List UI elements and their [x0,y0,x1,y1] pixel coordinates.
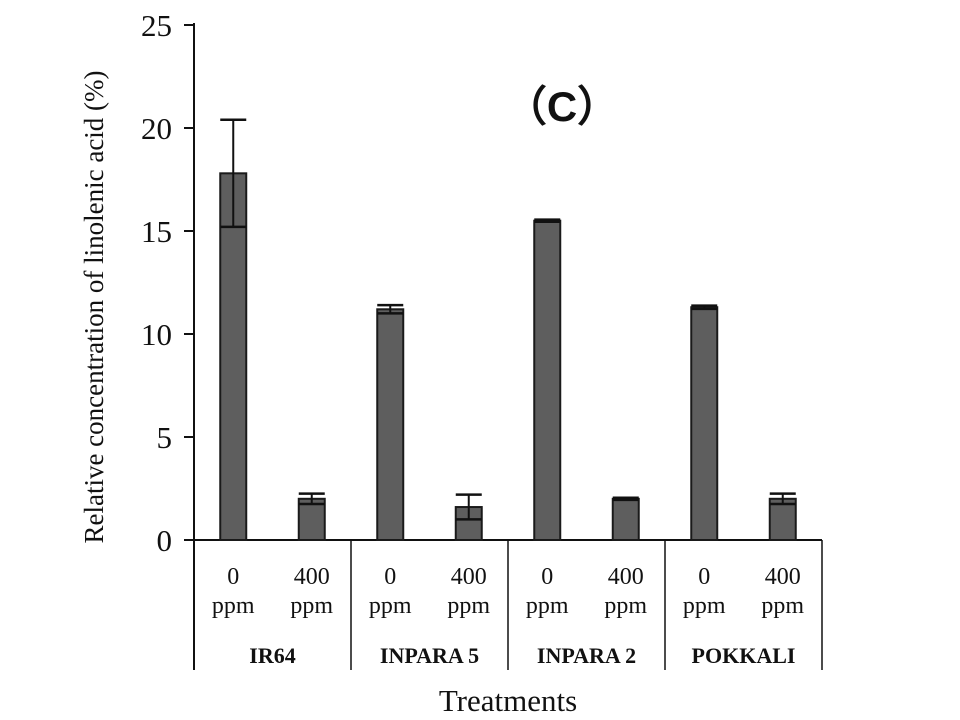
x-tick-label-dose: 400 [765,564,801,590]
x-group-label: INPARA 2 [537,643,636,668]
bar [768,497,797,541]
axes [184,23,823,670]
x-tick-label-dose: 400 [294,564,330,590]
y-axis-label: Relative concentration of linolenic acid… [79,70,109,543]
bar [611,497,640,541]
x-tick-label-unit: ppm [683,593,726,619]
error-bars [220,118,796,521]
y-tick-label: 10 [141,317,172,352]
x-tick-label-dose: 0 [541,564,553,590]
x-tick-label-unit: ppm [369,593,412,619]
x-tick-label-unit: ppm [761,593,804,619]
x-tick-label-unit: ppm [604,593,647,619]
bar [533,219,562,541]
panel-label: （C） [505,83,619,130]
bar [376,308,405,541]
y-tick-label: 25 [141,8,172,43]
x-group-label: POKKALI [692,643,796,668]
y-tick-label: 5 [157,420,173,455]
x-group-label: INPARA 5 [380,643,479,668]
x-tick-label-unit: ppm [526,593,569,619]
x-tick-label-dose: 0 [227,564,239,590]
x-tick-label-dose: 400 [608,564,644,590]
x-tick-label-dose: 0 [384,564,396,590]
x-tick-label-dose: 0 [698,564,710,590]
x-category-labels: 0 ppm 400 ppm 0 ppm 400 ppm 0 ppm 400 ppm 0 ppm 400 ppm… [212,564,805,668]
bars [219,172,797,542]
x-axis-label: Treatments [439,683,577,718]
x-tick-label-unit: ppm [447,593,490,619]
x-tick-label-dose: 400 [451,564,487,590]
x-tick-label-unit: ppm [212,593,255,619]
y-tick-label: 0 [157,523,173,558]
x-tick-label-unit: ppm [290,593,333,619]
y-tick-label: 20 [141,111,172,146]
x-group-label: IR64 [249,643,295,668]
bar [219,172,248,541]
bar [690,306,719,541]
y-tick-label: 15 [141,214,172,249]
y-ticks: 0 5 10 15 20 25 [141,8,194,558]
